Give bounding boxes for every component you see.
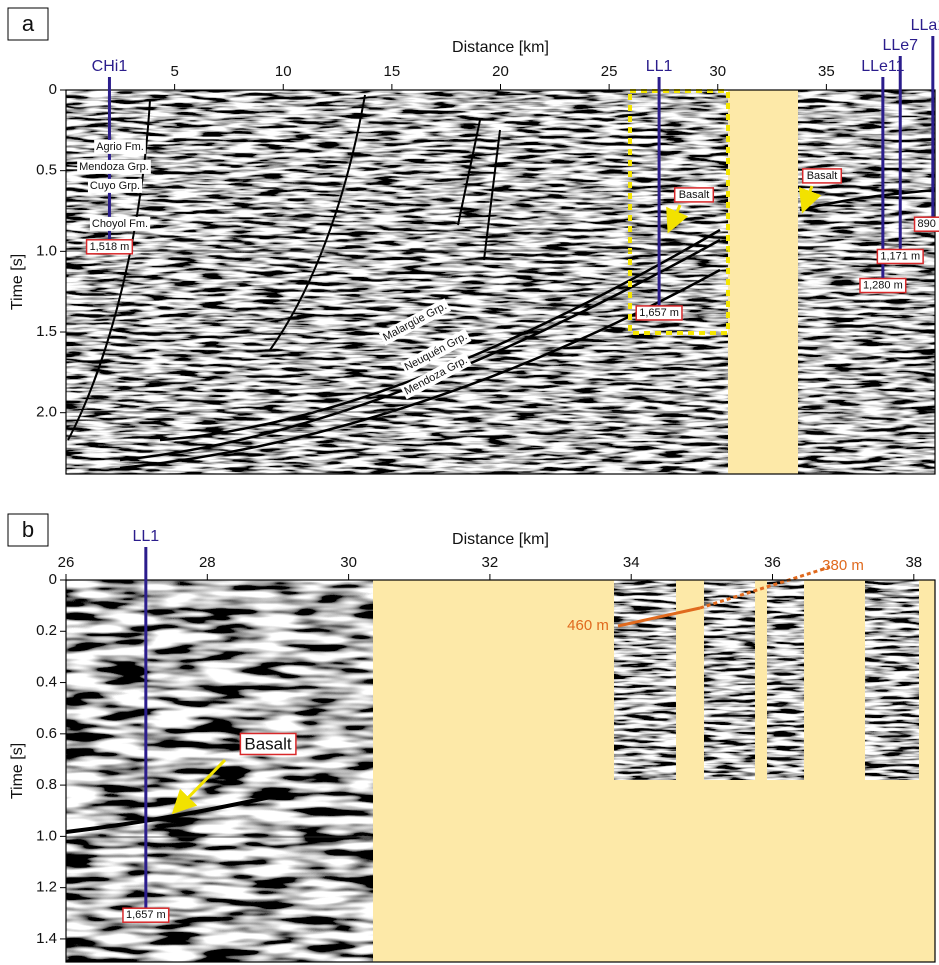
well-name: CHi1 xyxy=(92,58,128,75)
y-tick-label: 0.8 xyxy=(36,776,57,793)
annotation: Choyol Fm. xyxy=(92,218,148,230)
well-name: LLa10 xyxy=(911,17,939,34)
label-box xyxy=(122,907,170,923)
velocity-label: 380 m xyxy=(822,557,864,574)
well-name: LL1 xyxy=(132,528,159,545)
x-tick-label: 30 xyxy=(709,63,726,80)
arrow xyxy=(666,204,689,234)
panel-label-box xyxy=(7,7,49,41)
arrow xyxy=(171,758,227,815)
annotation: Agrio Fm. xyxy=(96,141,144,153)
annotation: Basalt xyxy=(807,170,838,182)
label-box xyxy=(635,305,683,321)
annotation: Basalt xyxy=(244,734,292,753)
y-tick-label: 0.4 xyxy=(36,674,57,691)
seismic-section xyxy=(66,580,373,962)
panel-label: a xyxy=(22,11,35,36)
x-tick-label: 5 xyxy=(170,63,178,80)
seismic-strip xyxy=(704,580,755,780)
label-box xyxy=(77,159,151,174)
velocity-line xyxy=(699,565,831,610)
velocity-label: 460 m xyxy=(567,617,609,634)
well-depth: 1,657 m xyxy=(126,909,166,921)
reflector xyxy=(65,793,281,834)
annotation: Mendoza Grp. xyxy=(79,161,149,173)
velocity-line xyxy=(617,606,701,628)
panel-label-box xyxy=(7,513,49,547)
seismic-strip xyxy=(767,580,804,780)
y-tick-label: 1.0 xyxy=(36,242,57,259)
well-name: LL1 xyxy=(646,58,673,75)
label-box xyxy=(913,216,939,232)
y-tick-label: 2.0 xyxy=(36,404,57,421)
label-box xyxy=(673,187,715,203)
label-box xyxy=(400,328,472,376)
seismic-strip xyxy=(614,580,676,780)
well-depth: 1,518 m xyxy=(90,241,130,253)
label-box xyxy=(400,352,472,400)
x-tick-label: 15 xyxy=(384,63,401,80)
label-box xyxy=(85,239,134,255)
x-tick-label: 28 xyxy=(199,554,216,571)
label-box xyxy=(876,248,924,265)
label-box xyxy=(801,168,843,184)
y-axis-title: Time [s] xyxy=(9,743,26,799)
arrow xyxy=(798,185,822,214)
x-tick-label: 30 xyxy=(340,554,357,571)
y-axis-title: Time [s] xyxy=(9,254,26,310)
y-tick-label: 1.2 xyxy=(36,879,57,896)
well-depth: 890 m xyxy=(918,218,939,230)
label-box xyxy=(89,216,151,231)
y-tick-label: 1.0 xyxy=(36,827,57,844)
x-tick-label: 36 xyxy=(764,554,781,571)
well-name: LLe7 xyxy=(882,37,918,54)
annotation: Cuyo Grp. xyxy=(90,180,140,192)
well-name: LLe11 xyxy=(861,58,904,75)
x-tick-label: 35 xyxy=(818,63,835,80)
y-tick-label: 0.6 xyxy=(36,725,57,742)
x-tick-label: 26 xyxy=(58,554,75,571)
y-tick-label: 0.5 xyxy=(36,162,57,179)
well-depth: 1,280 m xyxy=(863,280,903,292)
x-axis-title: Distance [km] xyxy=(452,531,549,548)
y-tick-label: 0 xyxy=(49,571,57,588)
zoom-box xyxy=(628,89,730,335)
label-box xyxy=(378,298,452,346)
reflectors xyxy=(67,94,936,470)
annotation: Basalt xyxy=(679,189,710,201)
label-box xyxy=(239,732,297,756)
label-box xyxy=(87,178,143,193)
label-box xyxy=(859,277,907,294)
y-tick-label: 1.4 xyxy=(36,930,57,947)
x-tick-label: 38 xyxy=(905,554,922,571)
label-box xyxy=(94,139,146,154)
panel-label: b xyxy=(22,517,34,542)
y-tick-label: 0.2 xyxy=(36,622,57,639)
seismic-strip xyxy=(865,580,919,780)
x-axis-title: Distance [km] xyxy=(452,39,549,56)
no-data-area xyxy=(728,90,798,474)
y-tick-label: 1.5 xyxy=(36,323,57,340)
well-depth: 1,657 m xyxy=(639,307,679,319)
panel-frame xyxy=(65,579,936,963)
x-tick-label: 32 xyxy=(482,554,499,571)
x-tick-label: 34 xyxy=(623,554,640,571)
x-tick-label: 20 xyxy=(492,63,509,80)
well-depth: 1,171 m xyxy=(880,250,920,262)
x-tick-label: 10 xyxy=(275,63,292,80)
y-tick-label: 0 xyxy=(49,81,57,98)
x-tick-label: 25 xyxy=(601,63,618,80)
